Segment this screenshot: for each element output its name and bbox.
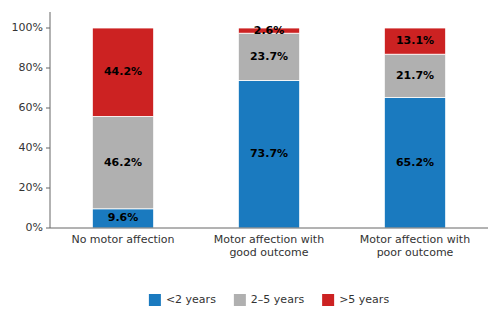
y-tick	[46, 188, 50, 189]
bar-segment	[238, 33, 299, 80]
x-tick-label-line: poor outcome	[377, 246, 454, 259]
bar-segment	[384, 54, 445, 97]
x-tick-label-line: good outcome	[229, 246, 308, 259]
y-tick	[46, 148, 50, 149]
x-tick-label: No motor affection	[71, 233, 174, 246]
y-tick	[46, 28, 50, 29]
chart: 0% 20% 40% 60% 80% 100% 9.6% 46.2% 44.2% 73.7% 23.…	[0, 0, 500, 327]
x-tick-label-line: No motor affection	[71, 233, 174, 246]
x-axis-line	[50, 228, 488, 229]
legend-label: >5 years	[339, 293, 389, 306]
x-tick-label-line: Motor affection with	[214, 233, 324, 246]
y-axis: 0% 20% 40% 60% 80% 100%	[12, 12, 50, 234]
data-label: 73.7%	[250, 147, 288, 160]
bar-segment	[238, 81, 299, 228]
data-label: 9.6%	[108, 211, 139, 224]
y-tick	[46, 228, 50, 229]
y-tick	[46, 68, 50, 69]
data-label: 44.2%	[104, 65, 142, 78]
legend-swatch	[322, 294, 334, 306]
data-label: 23.7%	[250, 50, 288, 63]
data-label: 2.6%	[254, 24, 285, 37]
legend-label: 2–5 years	[251, 293, 305, 306]
x-tick-label: Motor affection withpoor outcome	[360, 233, 470, 259]
data-label: 21.7%	[396, 69, 434, 82]
y-tick-label: 40%	[19, 141, 43, 154]
y-tick-label: 0%	[26, 221, 43, 234]
legend-swatch	[234, 294, 246, 306]
bar-segment	[384, 28, 445, 54]
data-labels: 9.6% 46.2% 44.2% 73.7% 23.7% 2.6% 65.2% 21.7% 13…	[104, 24, 434, 225]
y-tick-label: 80%	[19, 61, 43, 74]
x-axis: No motor affectionMotor affection withgo…	[50, 228, 488, 259]
bar-segment	[92, 28, 153, 116]
data-label: 46.2%	[104, 156, 142, 169]
legend-item: <2 years	[149, 293, 216, 306]
y-tick	[46, 108, 50, 109]
legend-label: <2 years	[166, 293, 216, 306]
x-tick-label: Motor affection withgood outcome	[214, 233, 324, 259]
bar-segment	[92, 116, 153, 208]
data-label: 65.2%	[396, 156, 434, 169]
bar-segment	[384, 98, 445, 228]
y-tick-label: 20%	[19, 181, 43, 194]
y-tick-label: 60%	[19, 101, 43, 114]
bars	[92, 28, 445, 228]
legend-swatch	[149, 294, 161, 306]
legend: <2 years 2–5 years >5 years	[149, 293, 390, 306]
legend-item: 2–5 years	[234, 293, 305, 306]
y-axis-line	[50, 12, 51, 228]
data-label: 13.1%	[396, 34, 434, 47]
legend-item: >5 years	[322, 293, 389, 306]
x-tick-label-line: Motor affection with	[360, 233, 470, 246]
y-tick-label: 100%	[12, 21, 43, 34]
bar-segment	[92, 209, 153, 228]
